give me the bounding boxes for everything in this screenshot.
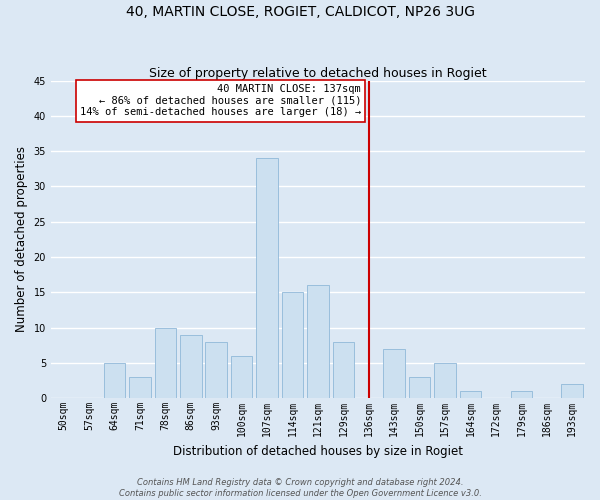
Bar <box>383 349 405 398</box>
Bar <box>332 342 354 398</box>
Text: Contains HM Land Registry data © Crown copyright and database right 2024.
Contai: Contains HM Land Registry data © Crown c… <box>119 478 481 498</box>
Bar <box>282 292 304 398</box>
Bar <box>562 384 583 398</box>
Bar <box>104 363 125 398</box>
Bar <box>129 377 151 398</box>
Title: Size of property relative to detached houses in Rogiet: Size of property relative to detached ho… <box>149 66 487 80</box>
X-axis label: Distribution of detached houses by size in Rogiet: Distribution of detached houses by size … <box>173 444 463 458</box>
Bar <box>434 363 456 398</box>
Bar <box>511 391 532 398</box>
Bar <box>460 391 481 398</box>
Text: 40, MARTIN CLOSE, ROGIET, CALDICOT, NP26 3UG: 40, MARTIN CLOSE, ROGIET, CALDICOT, NP26… <box>125 5 475 19</box>
Bar <box>180 334 202 398</box>
Y-axis label: Number of detached properties: Number of detached properties <box>15 146 28 332</box>
Bar <box>256 158 278 398</box>
Bar <box>205 342 227 398</box>
Text: 40 MARTIN CLOSE: 137sqm
← 86% of detached houses are smaller (115)
14% of semi-d: 40 MARTIN CLOSE: 137sqm ← 86% of detache… <box>80 84 361 117</box>
Bar <box>231 356 253 398</box>
Bar <box>409 377 430 398</box>
Bar <box>307 286 329 398</box>
Bar <box>155 328 176 398</box>
